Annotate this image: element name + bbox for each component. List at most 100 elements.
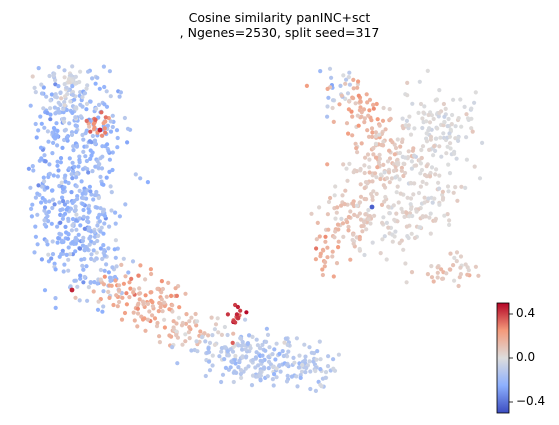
scatter-point [374,191,379,196]
scatter-point [85,219,90,224]
scatter-point [352,212,357,217]
scatter-point [370,194,375,199]
scatter-point [34,135,39,140]
scatter-point [444,151,449,156]
scatter-point [77,246,83,251]
scatter-point [405,234,410,239]
scatter-point [323,375,328,380]
scatter-point [101,304,106,309]
scatter-point [88,280,93,285]
scatter-point [364,92,369,97]
scatter-point [446,116,451,122]
scatter-point [106,246,111,251]
scatter-point [82,91,88,96]
scatter-point [408,180,413,186]
scatter-point [33,224,38,229]
scatter-point [426,112,431,118]
scatter-point [108,184,113,189]
scatter-point [455,198,460,203]
scatter-point [331,274,336,279]
scatter-point [323,370,329,375]
scatter-point [103,115,108,120]
scatter-point [363,212,368,217]
scatter-point [318,367,323,372]
scatter-point [459,124,464,129]
scatter-point [243,317,248,322]
scatter-point [86,226,91,232]
scatter-point [114,264,119,269]
scatter-point [367,165,372,170]
scatter-point [89,192,94,197]
scatter-point [85,298,90,303]
scatter-point [219,379,224,385]
scatter-point [325,86,330,91]
scatter-point [80,201,85,207]
scatter-point [113,210,118,215]
scatter-point [464,135,469,140]
scatter-point [454,250,460,255]
scatter-point [464,157,469,162]
scatter-point [81,207,86,213]
scatter-point [357,200,363,205]
scatter-point [449,122,454,127]
scatter-point [325,162,330,167]
scatter-point [401,173,406,179]
scatter-point [225,312,230,317]
scatter-point [143,328,148,333]
scatter-point [195,349,200,354]
scatter-point [366,113,371,118]
scatter-point [112,247,117,252]
scatter-point [117,94,122,99]
scatter-point [158,305,163,310]
scatter-point [425,272,430,277]
colorbar [496,302,513,414]
scatter-point [62,75,67,80]
scatter-point [387,211,392,216]
scatter-point [45,242,50,247]
scatter-point [357,108,362,113]
scatter-point [351,232,356,237]
scatter-point [44,94,49,99]
scatter-point [108,129,114,134]
scatter-point [381,215,386,220]
scatter-point [346,107,351,112]
scatter-point [388,116,393,121]
scatter-point [102,102,107,107]
scatter-point [119,262,124,267]
scatter-point [366,134,372,139]
scatter-point [77,154,82,159]
scatter-point [50,130,55,135]
scatter-point [39,257,45,262]
scatter-point [58,90,63,95]
scatter-point [43,159,48,164]
scatter-point [51,140,56,145]
scatter-point [339,216,344,221]
scatter-point [396,162,401,167]
scatter-point [323,260,328,265]
scatter-point [395,184,400,189]
scatter-point [347,82,352,87]
scatter-point [366,217,371,222]
scatter-point [57,200,62,205]
scatter-point [124,302,129,307]
scatter-point [452,151,457,156]
scatter-point [36,183,41,188]
scatter-point [383,194,388,200]
scatter-point [336,352,341,357]
scatter-point [85,83,90,88]
scatter-point [381,105,386,111]
scatter-point [231,331,236,336]
scatter-point [225,332,230,338]
scatter-point [150,300,155,305]
scatter-point [159,279,164,284]
scatter-point [230,340,235,345]
scatter-point [56,236,61,241]
scatter-point [39,82,44,87]
scatter-point [362,220,367,225]
scatter-point [346,228,351,233]
scatter-point [123,202,128,207]
scatter-point [88,148,93,153]
scatter-point [265,332,271,337]
scatter-point [62,100,67,105]
scatter-point [39,157,44,162]
